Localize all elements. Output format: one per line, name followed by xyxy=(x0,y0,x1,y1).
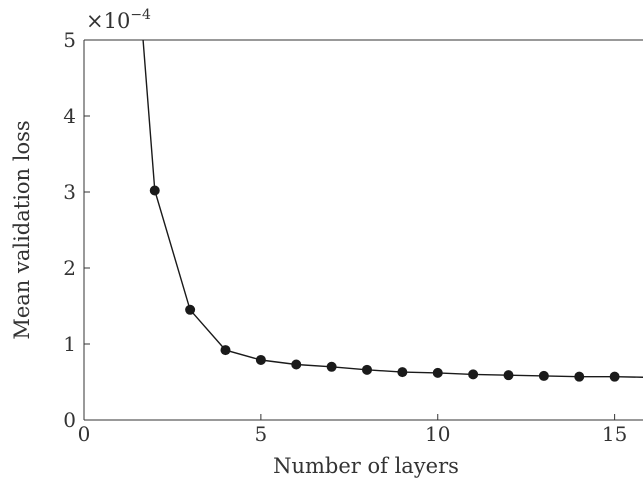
y-multiplier-exponent: −4 xyxy=(130,7,151,23)
data-point xyxy=(538,370,549,381)
y-tick-label: 4 xyxy=(63,104,76,128)
x-tick-label: 15 xyxy=(602,422,627,446)
y-tick-label: 1 xyxy=(63,332,76,356)
series-line xyxy=(142,40,643,378)
data-point xyxy=(185,304,196,315)
y-multiplier-label: ×10−4 xyxy=(86,7,151,33)
data-point xyxy=(149,185,160,196)
data-point xyxy=(291,359,302,370)
data-point xyxy=(609,371,620,382)
data-point xyxy=(432,367,443,378)
data-point xyxy=(255,354,266,365)
y-tick-label: 0 xyxy=(63,408,76,432)
data-point xyxy=(503,370,514,381)
tick-labels: 0 5 10 15 0 1 2 3 4 5 xyxy=(63,28,627,446)
data-point xyxy=(220,345,231,356)
plot-axes xyxy=(83,39,643,421)
y-axis-title: Mean validation loss xyxy=(10,120,34,339)
data-point xyxy=(326,361,337,372)
series-markers xyxy=(149,185,620,382)
data-point xyxy=(574,371,585,382)
y-tick-label: 5 xyxy=(63,28,76,52)
y-tick-label: 2 xyxy=(63,256,76,280)
x-tick-label: 0 xyxy=(78,422,91,446)
x-tick-label: 5 xyxy=(255,422,268,446)
data-point xyxy=(362,364,372,375)
data-point xyxy=(468,369,479,380)
x-tick-label: 10 xyxy=(425,422,450,446)
x-axis-title: Number of layers xyxy=(273,454,459,478)
tick-marks xyxy=(83,39,616,421)
data-point xyxy=(397,367,408,378)
y-tick-label: 3 xyxy=(63,180,76,204)
